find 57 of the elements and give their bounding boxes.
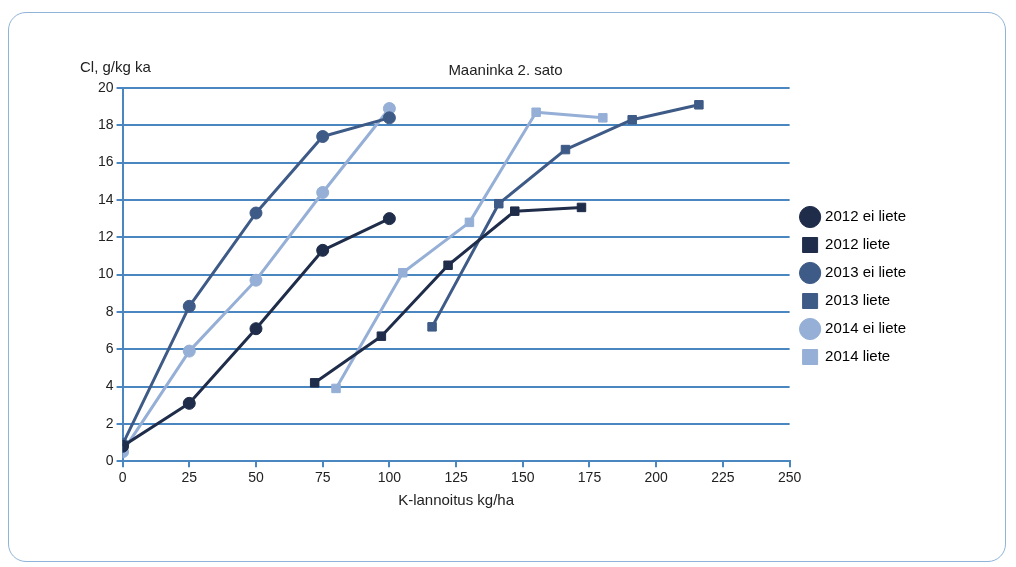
point [182, 299, 196, 313]
x-tick-label: 0 [118, 469, 127, 486]
point [376, 331, 387, 341]
x-tick-label: 100 [377, 469, 402, 486]
point [249, 273, 263, 287]
y-tick-label: 18 [97, 116, 114, 133]
point [694, 100, 704, 110]
point [249, 322, 263, 336]
chart-title: Maaninka 2. sato [448, 61, 563, 79]
point [627, 114, 637, 125]
y-tick-label: 12 [97, 228, 114, 245]
y-tick-label: 16 [97, 153, 114, 170]
x-tick-label: 150 [511, 469, 535, 486]
x-tick-label: 225 [711, 469, 735, 486]
y-tick-label: 14 [97, 190, 114, 207]
x-tick-label: 25 [181, 469, 198, 486]
x-tick-label: 175 [577, 469, 602, 486]
point [531, 107, 541, 117]
legend-label: 2013 ei liete [825, 263, 907, 281]
x-tick-label: 200 [644, 469, 669, 486]
legend-label: 2013 liete [825, 291, 891, 309]
x-tick-label: 250 [777, 469, 802, 486]
y-tick-label: 20 [97, 78, 114, 95]
point [309, 378, 320, 388]
x-tick-label: 50 [248, 469, 264, 486]
point [560, 144, 571, 155]
point [397, 267, 408, 278]
y-axis-title: Cl, g/kg ka [80, 58, 151, 75]
legend-label: 2014 ei liete [825, 319, 907, 337]
point [382, 212, 396, 226]
legend-label: 2014 liete [825, 347, 891, 365]
y-tick-label: 4 [105, 377, 114, 394]
point [464, 217, 475, 228]
point [182, 344, 196, 358]
point [598, 113, 608, 123]
x-tick-label: 75 [314, 469, 331, 486]
y-tick-label: 2 [105, 414, 114, 431]
point [494, 198, 504, 209]
y-tick-label: 8 [105, 302, 114, 319]
point [316, 130, 330, 144]
point [382, 111, 396, 125]
point [316, 186, 330, 199]
point [331, 383, 341, 394]
legend-label: 2012 liete [825, 235, 891, 253]
y-tick-label: 10 [97, 265, 114, 282]
x-axis-title: K-lannoitus kg/ha [398, 491, 515, 509]
point [510, 206, 520, 216]
x-tick-label: 125 [444, 469, 468, 486]
y-tick-label: 6 [105, 340, 114, 357]
y-tick-label: 0 [105, 452, 114, 469]
point [249, 206, 263, 220]
point [443, 260, 453, 271]
point [182, 396, 196, 410]
point [427, 322, 437, 332]
point [576, 202, 587, 213]
legend-label: 2012 ei liete [825, 207, 907, 225]
point [316, 243, 330, 257]
